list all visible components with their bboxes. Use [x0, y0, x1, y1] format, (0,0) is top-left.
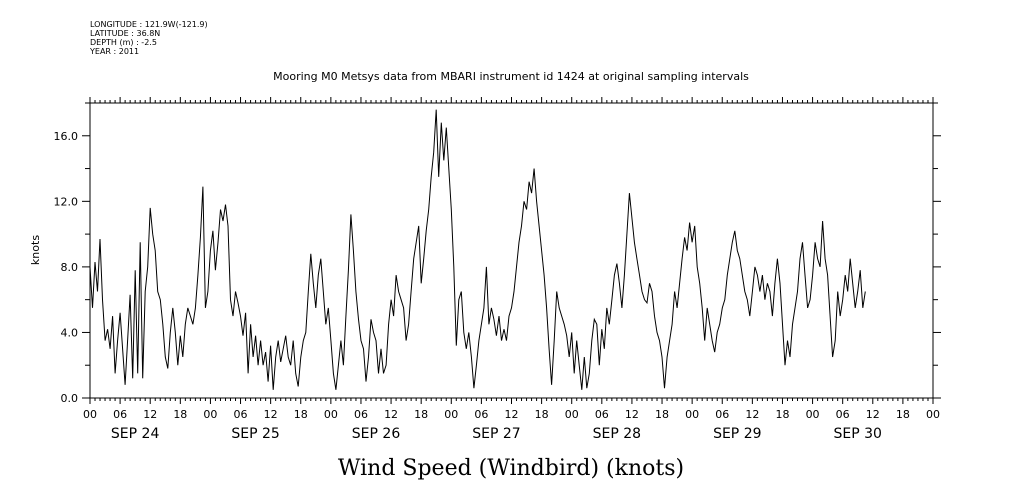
- axis-ticks: [82, 97, 941, 404]
- y-tick-label: 4.0: [61, 326, 79, 339]
- x-tick-label: 06: [354, 408, 368, 421]
- y-tick-label: 12.0: [54, 195, 79, 208]
- latitude-text: LATITUDE : 36.8N: [90, 29, 161, 38]
- longitude-text: LONGITUDE : 121.9W(-121.9): [90, 20, 208, 29]
- y-tick-label: 0.0: [61, 392, 79, 405]
- x-tick-label: 06: [715, 408, 729, 421]
- date-label: SEP 25: [231, 426, 279, 442]
- x-tick-label: 18: [294, 408, 308, 421]
- x-tick-label: 00: [203, 408, 217, 421]
- date-label: SEP 27: [472, 426, 520, 442]
- date-label: SEP 24: [111, 426, 160, 442]
- footer-label: Wind Speed (Windbird) (knots): [338, 456, 684, 481]
- date-labels: SEP 24 SEP 25 SEP 26 SEP 27 SEP 28 SEP 29 SEP …: [111, 426, 882, 442]
- x-tick-label: 12: [505, 408, 519, 421]
- wind-speed-line: [89, 109, 866, 390]
- x-tick-label: 18: [655, 408, 669, 421]
- x-tick-label: 12: [745, 408, 759, 421]
- date-label: SEP 30: [834, 426, 882, 442]
- x-tick-label: 00: [565, 408, 579, 421]
- x-tick-label: 00: [83, 408, 97, 421]
- x-tick-label: 06: [113, 408, 127, 421]
- x-tick-label: 06: [836, 408, 850, 421]
- x-tick-label: 06: [595, 408, 609, 421]
- date-label: SEP 29: [713, 426, 761, 442]
- x-tick-labels: 00 06 12 18 00 06 12 18 00 06 12 18 00 06 12 18 00 06 12 18…: [83, 408, 940, 421]
- x-tick-label: 12: [264, 408, 278, 421]
- x-tick-label: 12: [625, 408, 639, 421]
- y-tick-label: 8.0: [61, 261, 79, 274]
- x-tick-label: 18: [535, 408, 549, 421]
- x-tick-label: 18: [414, 408, 428, 421]
- x-tick-label: 00: [324, 408, 338, 421]
- x-tick-label: 12: [384, 408, 398, 421]
- y-tick-label: 16.0: [54, 130, 79, 143]
- x-tick-label: 06: [474, 408, 488, 421]
- x-tick-label: 18: [173, 408, 187, 421]
- metadata-block: LONGITUDE : 121.9W(-121.9) LATITUDE : 36…: [90, 20, 208, 56]
- chart-title: Mooring M0 Metsys data from MBARI instru…: [273, 70, 749, 83]
- x-tick-label: 18: [775, 408, 789, 421]
- depth-text: DEPTH (m) : -2.5: [90, 38, 157, 47]
- x-tick-label: 06: [234, 408, 248, 421]
- x-tick-label: 00: [806, 408, 820, 421]
- x-tick-label: 00: [926, 408, 940, 421]
- x-tick-label: 18: [896, 408, 910, 421]
- x-tick-label: 12: [866, 408, 880, 421]
- y-axis-label: knots: [29, 235, 42, 265]
- plot-frame: [89, 102, 934, 399]
- date-label: SEP 28: [593, 426, 641, 442]
- year-text: YEAR : 2011: [90, 47, 140, 56]
- x-tick-label: 00: [444, 408, 458, 421]
- y-tick-labels: 0.0 4.0 8.0 12.0 16.0: [54, 130, 79, 405]
- x-tick-label: 12: [143, 408, 157, 421]
- date-label: SEP 26: [352, 426, 401, 442]
- x-tick-label: 00: [685, 408, 699, 421]
